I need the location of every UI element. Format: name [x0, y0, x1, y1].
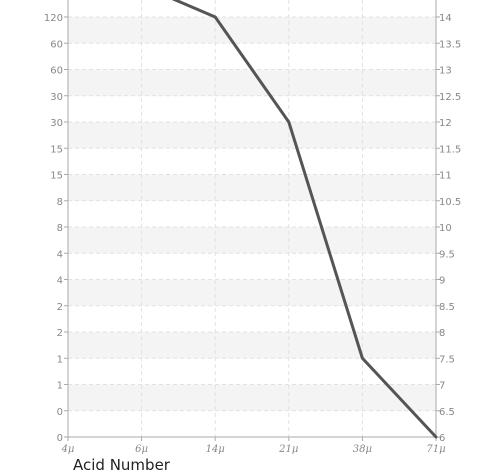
left-tick-label: 60 — [50, 66, 63, 77]
right-tick-label: 10.5 — [439, 197, 461, 208]
series-line — [171, 0, 438, 439]
tick-labels: 001122448815153030606012066.577.588.599.… — [44, 13, 461, 455]
left-tick-label: 30 — [50, 92, 63, 103]
x-tick-label: 38μ — [353, 444, 372, 455]
right-tick-label: 6.5 — [439, 407, 455, 418]
left-tick-label: 8 — [57, 223, 63, 234]
left-tick-label: 0 — [57, 433, 63, 444]
right-tick-label: 8 — [439, 328, 445, 339]
left-tick-label: 15 — [50, 144, 63, 155]
right-tick-label: 14 — [439, 13, 452, 24]
background-band — [68, 122, 436, 149]
right-tick-label: 7.5 — [439, 354, 455, 365]
background-band — [68, 279, 436, 306]
background-band — [68, 227, 436, 254]
background-bands — [68, 17, 436, 411]
background-band — [68, 17, 436, 44]
left-tick-label: 8 — [57, 197, 63, 208]
background-band — [68, 69, 436, 96]
x-tick-label: 14μ — [206, 444, 225, 455]
left-tick-label: 2 — [57, 302, 63, 313]
right-tick-label: 11 — [439, 171, 452, 182]
right-tick-label: 9 — [439, 276, 445, 287]
x-tick-label: 4μ — [61, 444, 75, 455]
background-band — [68, 174, 436, 201]
right-tick-label: 12 — [439, 118, 452, 129]
left-tick-label: 30 — [50, 118, 63, 129]
left-tick-label: 4 — [57, 249, 63, 260]
left-tick-label: 1 — [57, 354, 63, 365]
x-tick-label: 21μ — [278, 444, 298, 455]
left-tick-label: 1 — [57, 381, 63, 392]
left-tick-label: 15 — [50, 171, 63, 182]
right-tick-label: 10 — [439, 223, 452, 234]
right-tick-label: 12.5 — [439, 92, 461, 103]
left-tick-label: 120 — [44, 13, 63, 24]
gridlines — [67, 0, 437, 438]
left-tick-label: 4 — [57, 276, 63, 287]
right-tick-label: 13.5 — [439, 39, 461, 50]
right-tick-label: 13 — [439, 66, 452, 77]
axes — [67, 0, 437, 438]
background-band — [68, 332, 436, 359]
right-tick-label: 6 — [439, 433, 445, 444]
right-tick-label: 8.5 — [439, 302, 455, 313]
left-tick-label: 0 — [57, 407, 63, 418]
x-axis-title: Acid Number — [73, 456, 170, 474]
x-tick-label: 6μ — [135, 444, 148, 455]
x-tick-label: 71μ — [426, 444, 445, 455]
series — [171, 0, 438, 439]
left-tick-label: 2 — [57, 328, 63, 339]
right-tick-label: 11.5 — [439, 144, 461, 155]
right-tick-label: 7 — [439, 381, 445, 392]
left-tick-label: 60 — [50, 39, 63, 50]
background-band — [68, 384, 436, 411]
right-tick-label: 9.5 — [439, 249, 455, 260]
